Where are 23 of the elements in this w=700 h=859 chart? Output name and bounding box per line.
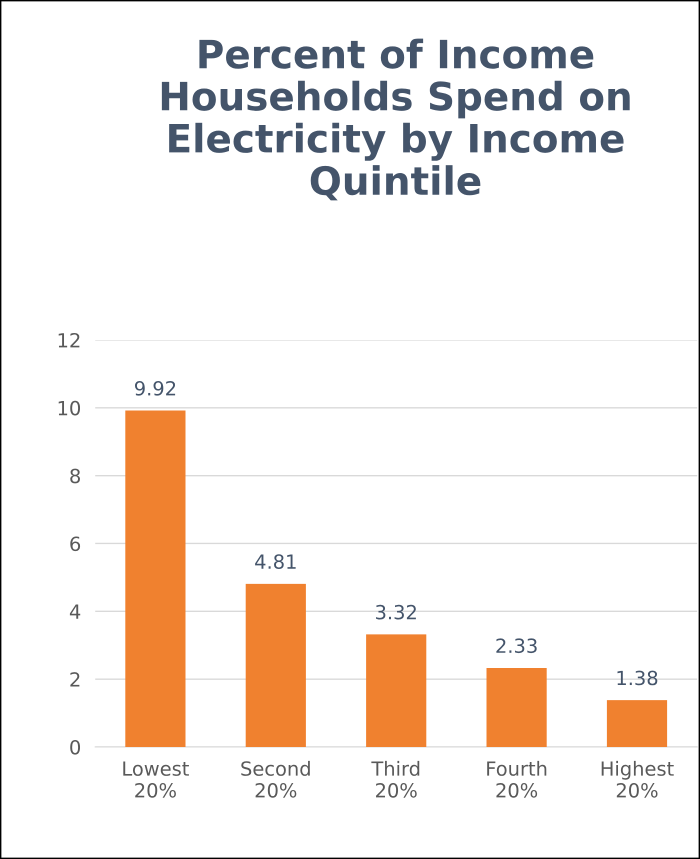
bar: [366, 634, 426, 747]
data-label: 9.92: [134, 380, 176, 396]
data-label: 2.33: [496, 638, 537, 654]
data-label: 1.38: [617, 670, 658, 686]
y-tick-label: 0: [70, 740, 80, 755]
chart-title: Percent of Income Households Spend on Electricity by Income Quintile: [162, 38, 630, 200]
y-tick-label: 10: [58, 400, 80, 416]
x-tick-label: Lowest 20%: [123, 761, 189, 798]
x-tick-label: Second 20%: [241, 760, 310, 798]
y-tick-label: 4: [70, 604, 80, 619]
bar: [125, 410, 186, 747]
y-tick-label: 8: [70, 468, 80, 484]
x-tick-label: Highest 20%: [602, 760, 674, 798]
y-tick-label: 6: [70, 536, 80, 552]
bar: [246, 584, 306, 747]
data-label: 4.81: [255, 554, 296, 569]
bar: [606, 700, 668, 747]
bar: [486, 668, 547, 747]
data-label: 3.32: [376, 604, 416, 620]
y-tick-label: 2: [70, 672, 80, 687]
x-tick-label: Third 20%: [371, 760, 420, 798]
x-tick-label: Fourth 20%: [487, 760, 546, 798]
y-tick-label: 12: [58, 332, 80, 348]
